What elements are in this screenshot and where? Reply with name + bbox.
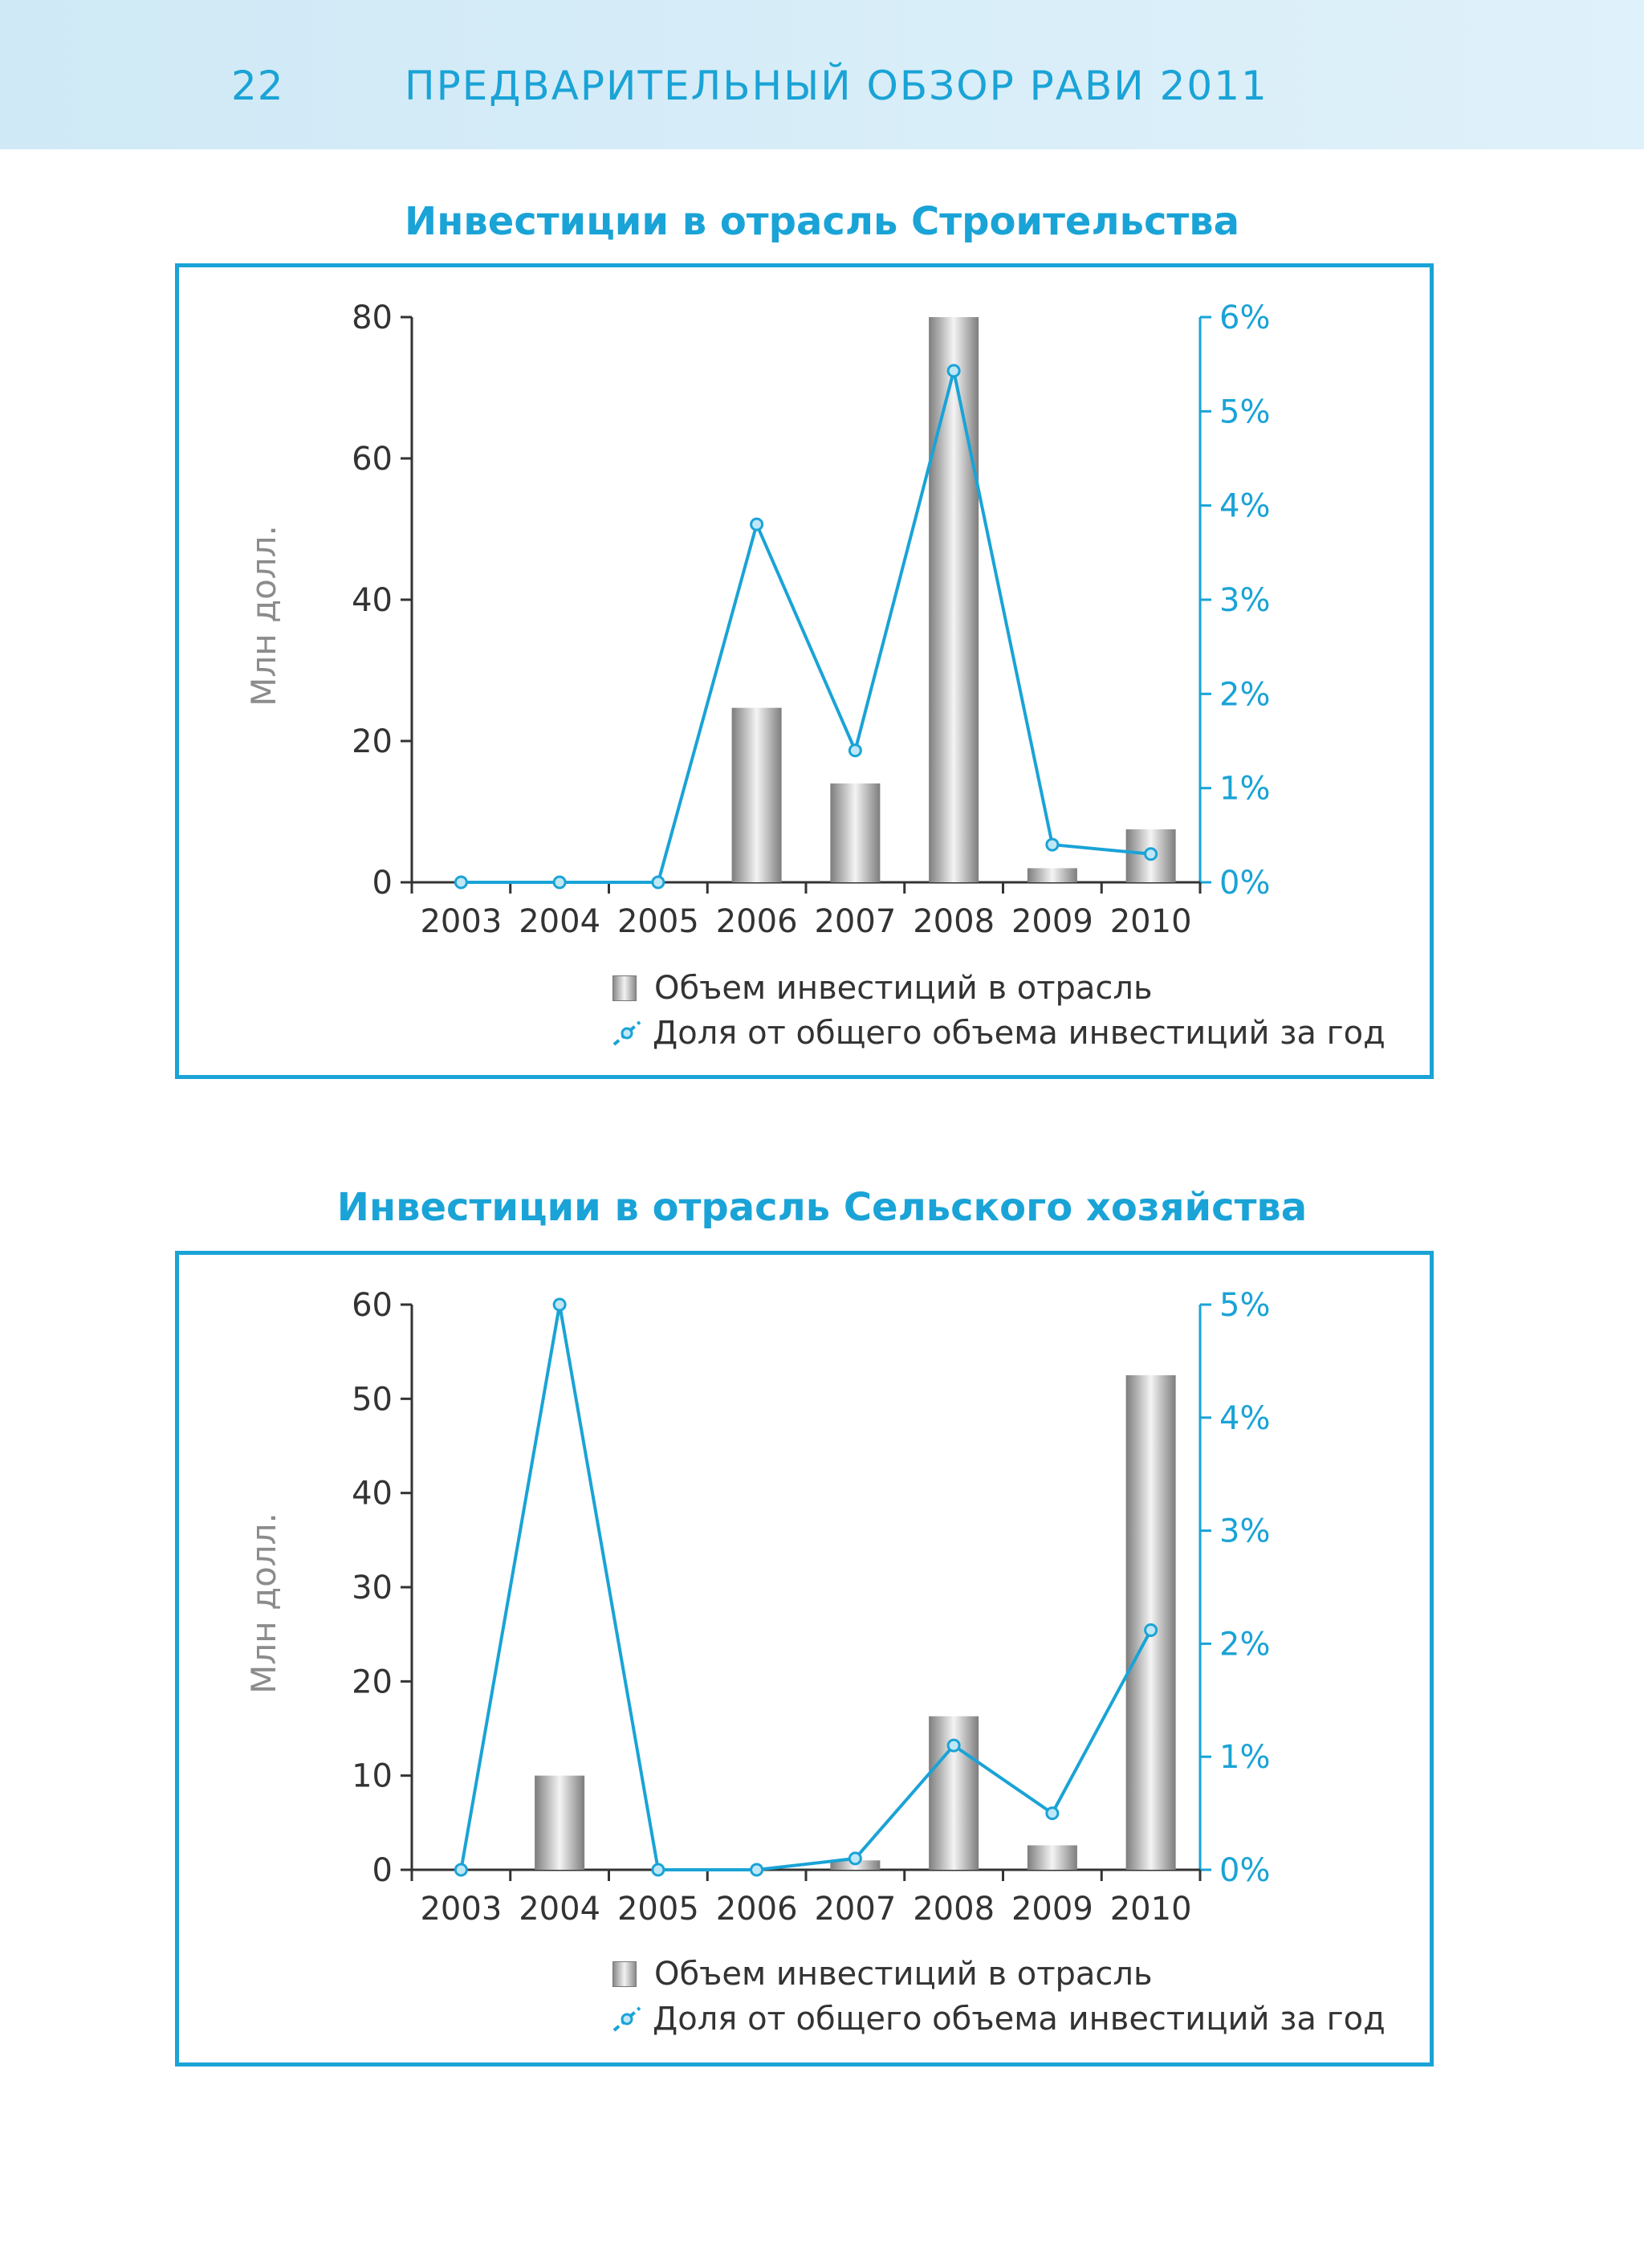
legend-item-line: Доля от общего объема инвестиций за год [612,1997,1386,2042]
y2-tick-label: 3% [1219,582,1270,619]
share-point-2008 [946,364,961,378]
y-tick-label: 0 [372,1852,393,1889]
legend-bar-swatch [612,1961,637,1987]
y-tick-label: 60 [352,1287,393,1324]
chart-title-agriculture: Инвестиции в отрасль Сельского хозяйства [336,1185,1308,1230]
y-tick-label: 40 [352,582,393,619]
share-point-2004 [552,875,567,890]
x-tick-label: 2005 [617,903,699,940]
y-tick-label: 60 [352,441,393,478]
legend-item-bar: Объем инвестиций в отрасль [612,1952,1386,1997]
x-tick-label: 2009 [1011,1891,1093,1928]
page-number: 22 [231,63,284,109]
y-tick-label: 10 [352,1758,393,1795]
y2-tick-label: 1% [1219,1739,1270,1776]
x-tick-label: 2010 [1110,903,1192,940]
y2-tick-label: 5% [1219,393,1270,430]
share-point-2006 [750,517,764,531]
x-tick-label: 2004 [519,1891,600,1928]
legend-line-icon [612,1020,641,1046]
y2-tick-label: 2% [1219,676,1270,713]
x-tick-label: 2009 [1011,903,1093,940]
share-point-2010 [1144,1623,1158,1638]
chart-frame-construction: 0 20 40 60 80 0% 1% 2% 3% 4% 5% 6% Млн долл. 2003 2004… [175,263,1434,1079]
share-point-2006 [750,1863,764,1877]
y-tick-label: 30 [352,1570,393,1606]
chart-agriculture: 0 10 20 30 40 50 60 0% 1% 2% 3% 4% 5% Млн долл. 2003 20… [244,1287,1270,1928]
share-point-2004 [552,1297,567,1312]
y-tick-label: 20 [352,1663,393,1700]
legend-agriculture: Объем инвестиций в отрасль Доля от общег… [612,1952,1386,2042]
x-tick-label: 2003 [420,1891,502,1928]
y2-tick-label: 4% [1219,488,1270,525]
x-tick-label: 2008 [913,903,995,940]
bar-2007 [830,783,881,882]
x-tick-label: 2007 [814,1891,896,1928]
x-tick-label: 2004 [519,903,600,940]
share-point-2005 [651,1863,665,1877]
legend-bar-swatch [612,975,637,1001]
page-header: 22 ПРЕДВАРИТЕЛЬНЫЙ ОБЗОР РАВИ 2011 [0,0,1644,149]
y2-tick-label: 4% [1219,1400,1270,1437]
legend-bar-label: Объем инвестиций в отрасль [654,970,1153,1007]
y2-tick-label: 1% [1219,771,1270,808]
legend-bar-label: Объем инвестиций в отрасль [654,1956,1153,1993]
chart-construction: 0 20 40 60 80 0% 1% 2% 3% 4% 5% 6% Млн долл. 2003 2004… [244,299,1270,940]
y2-tick-label: 6% [1219,299,1270,336]
share-line [459,1304,1153,1871]
bar-2004 [535,1775,585,1870]
share-point-2010 [1144,847,1158,861]
y2-tick-label: 3% [1219,1513,1270,1550]
y-axis-label: Млн долл. [244,1513,283,1694]
bar-2008 [929,317,979,882]
bar-2006 [731,707,782,882]
y-axis-label: Млн долл. [244,525,283,706]
x-tick-label: 2006 [716,1891,798,1928]
y-tick-label: 80 [352,299,393,336]
y2-tick-label: 5% [1219,1287,1270,1324]
x-tick-label: 2006 [716,903,798,940]
x-tick-label: 2005 [617,1891,699,1928]
chart-title-construction: Инвестиции в отрасль Строительства [405,199,1239,244]
share-point-2009 [1045,1806,1060,1821]
share-point-2007 [848,743,862,758]
x-tick-label: 2010 [1110,1891,1192,1928]
y-tick-label: 0 [372,865,393,902]
legend-item-bar: Объем инвестиций в отрасль [612,966,1386,1011]
legend-line-label: Доля от общего объема инвестиций за год [653,1015,1386,1052]
y-tick-label: 50 [352,1381,393,1418]
share-point-2009 [1045,837,1060,852]
share-line [461,370,1151,884]
y-tick-label: 20 [352,723,393,760]
legend-line-label: Доля от общего объема инвестиций за год [653,2001,1386,2038]
bar-2010 [1125,1375,1176,1870]
share-point-2003 [454,1863,468,1877]
x-tick-label: 2008 [913,1891,995,1928]
y2-tick-label: 2% [1219,1626,1270,1663]
legend-construction: Объем инвестиций в отрасль Доля от общег… [612,966,1386,1056]
document-title: ПРЕДВАРИТЕЛЬНЫЙ ОБЗОР РАВИ 2011 [405,63,1268,109]
x-tick-label: 2003 [420,903,502,940]
legend-line-icon [612,2006,641,2032]
bar-2009 [1027,868,1077,882]
y-tick-label: 40 [352,1476,393,1513]
share-point-2008 [946,1738,961,1753]
share-point-2005 [651,875,665,890]
x-tick-label: 2007 [814,903,896,940]
y2-tick-label: 0% [1219,1852,1270,1889]
chart-frame-agriculture: 0 10 20 30 40 50 60 0% 1% 2% 3% 4% 5% Млн долл. 2003 20… [175,1251,1434,2066]
share-point-2003 [454,875,468,890]
share-point-2007 [848,1851,862,1866]
legend-item-line: Доля от общего объема инвестиций за год [612,1011,1386,1056]
bar-2009 [1027,1845,1077,1870]
y2-tick-label: 0% [1219,865,1270,902]
